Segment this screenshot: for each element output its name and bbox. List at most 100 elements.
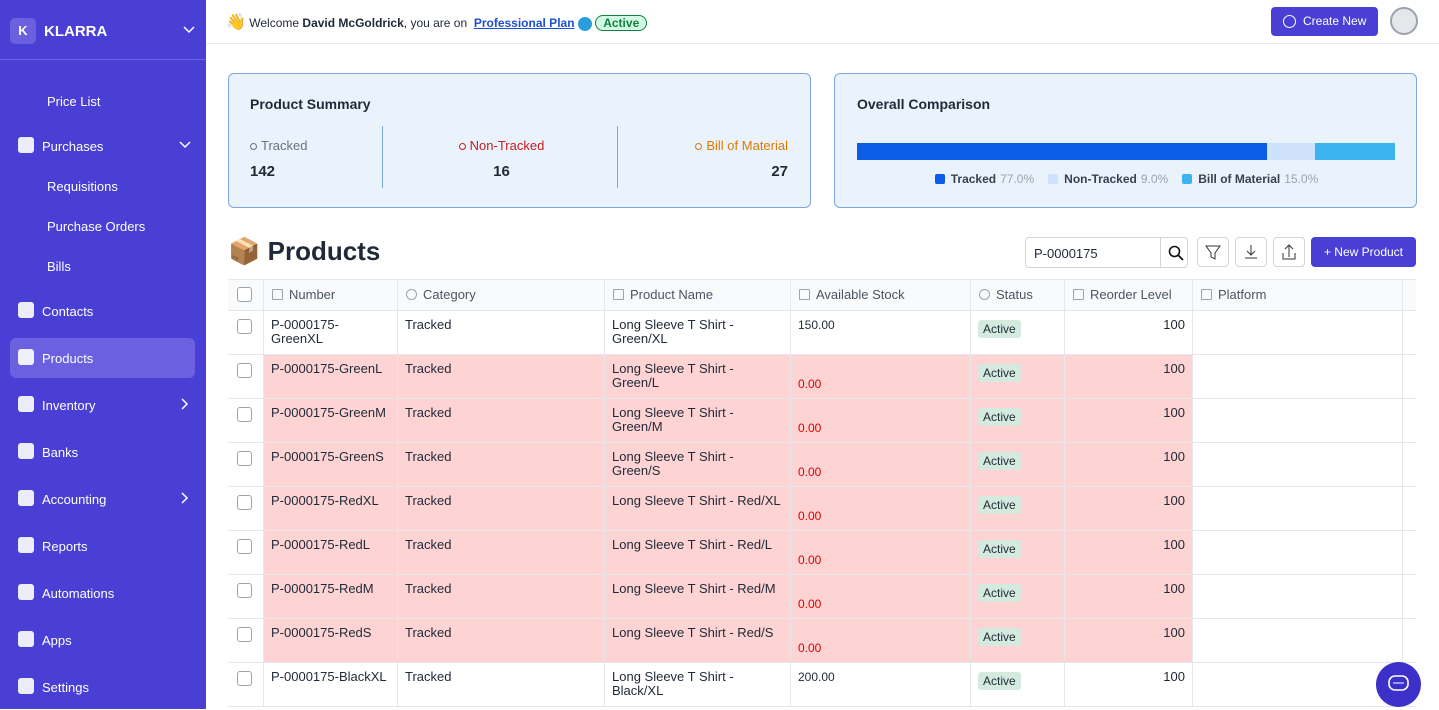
cell bbox=[228, 311, 264, 354]
checkbox[interactable] bbox=[237, 495, 252, 510]
column-header[interactable]: Available Stock bbox=[791, 280, 971, 311]
status-badge: Active bbox=[978, 452, 1021, 470]
search-icon[interactable] bbox=[1168, 245, 1184, 261]
nav-item[interactable]: Settings bbox=[42, 680, 89, 695]
stat-label: Non-Tracked bbox=[384, 138, 619, 153]
number-value: P-0000175-GreenXL bbox=[271, 317, 339, 346]
search-box[interactable]: P-0000175 bbox=[1025, 237, 1188, 268]
cell bbox=[228, 487, 264, 530]
legend-name: Tracked bbox=[950, 172, 997, 186]
cell: 100 bbox=[1065, 311, 1193, 354]
nav-item[interactable]: Contacts bbox=[42, 304, 94, 319]
brand[interactable]: KLARRA bbox=[44, 23, 108, 40]
checkbox[interactable] bbox=[237, 287, 252, 302]
checkbox[interactable] bbox=[237, 363, 252, 378]
legend-value: 77.0% bbox=[1000, 172, 1035, 186]
column-label: Status bbox=[996, 287, 1033, 302]
cell: Active bbox=[971, 531, 1065, 574]
cell: P-0000175-GreenS bbox=[264, 443, 398, 486]
table-row: P-0000175-GreenXL Tracked Long Sleeve T Sh… bbox=[228, 311, 1416, 355]
number-value: P-0000175-GreenL bbox=[271, 361, 383, 376]
bar-segment bbox=[1315, 143, 1395, 160]
reorder-value: 100 bbox=[1163, 493, 1185, 508]
nav-icon bbox=[18, 396, 34, 412]
cell bbox=[1193, 619, 1403, 662]
nav-icon bbox=[18, 584, 34, 600]
stock-value: 0.00 bbox=[798, 509, 822, 523]
cell: Long Sleeve T Shirt - Red/S bbox=[605, 619, 791, 662]
category-value: Tracked bbox=[405, 581, 452, 596]
nav-subitem[interactable]: Bills bbox=[47, 259, 71, 274]
checkbox[interactable] bbox=[237, 671, 252, 686]
nav-item[interactable]: Inventory bbox=[42, 398, 96, 413]
nav-item[interactable]: Apps bbox=[42, 633, 72, 648]
checkbox[interactable] bbox=[237, 319, 252, 334]
name-value: Long Sleeve T Shirt - Green/S bbox=[612, 449, 734, 478]
column-label: Reorder Level bbox=[1090, 287, 1172, 302]
column-header[interactable]: Number bbox=[264, 280, 398, 311]
cell bbox=[1193, 311, 1403, 354]
import-button[interactable] bbox=[1235, 237, 1267, 267]
chat-button[interactable] bbox=[1376, 662, 1421, 707]
table-header: Number Category Product Name Available Stoc… bbox=[228, 280, 1416, 311]
nav-item[interactable]: Banks bbox=[42, 445, 79, 460]
new-product-button[interactable]: + New Product bbox=[1311, 237, 1416, 267]
comparison-card: Overall Comparison Tracked 77.0% Non-Track… bbox=[834, 73, 1417, 208]
create-new-button[interactable]: Create New bbox=[1271, 7, 1378, 36]
product-summary-card: Product Summary Tracked 142 Non-Tracked 16 B… bbox=[228, 73, 811, 208]
stock-value: 0.00 bbox=[798, 597, 822, 611]
avatar[interactable] bbox=[1390, 7, 1418, 35]
nav-icon bbox=[18, 349, 34, 365]
nav-item[interactable]: Reports bbox=[42, 539, 88, 554]
nav-item[interactable]: Automations bbox=[42, 586, 115, 601]
legend-value: 15.0% bbox=[1284, 172, 1319, 186]
nav-item[interactable]: Products bbox=[42, 351, 94, 366]
column-header[interactable]: Category bbox=[398, 280, 605, 311]
column-label: Platform bbox=[1218, 287, 1267, 302]
status-badge: Active bbox=[978, 320, 1021, 338]
stock-value: 0.00 bbox=[798, 421, 822, 435]
name-value: Long Sleeve T Shirt - Green/M bbox=[612, 405, 734, 434]
column-icon bbox=[799, 289, 810, 300]
checkbox[interactable] bbox=[237, 539, 252, 554]
cell bbox=[1193, 531, 1403, 574]
nav-subitem[interactable]: Purchase Orders bbox=[47, 219, 146, 234]
column-icon bbox=[613, 289, 624, 300]
legend: Tracked 77.0% Non-Tracked 9.0% Bill of Mater… bbox=[835, 172, 1418, 186]
column-header[interactable]: Reorder Level bbox=[1065, 280, 1193, 311]
nav-subitem[interactable]: Requisitions bbox=[47, 179, 118, 194]
cell: Tracked bbox=[398, 399, 605, 442]
divider bbox=[1160, 238, 1161, 267]
checkbox[interactable] bbox=[237, 407, 252, 422]
export-button[interactable] bbox=[1273, 237, 1305, 267]
reorder-value: 100 bbox=[1163, 669, 1185, 684]
cell: P-0000175-BlackXL bbox=[264, 663, 398, 706]
reorder-value: 100 bbox=[1163, 317, 1185, 332]
nav-item[interactable]: Purchases bbox=[42, 139, 104, 154]
table-row: P-0000175-GreenM Tracked Long Sleeve T Shi… bbox=[228, 399, 1416, 443]
plan-link[interactable]: Professional Plan bbox=[473, 16, 575, 30]
column-header[interactable]: Platform bbox=[1193, 280, 1403, 311]
stock-value: 0.00 bbox=[798, 553, 822, 567]
user-name: David McGoldrick bbox=[302, 16, 404, 30]
checkbox[interactable] bbox=[237, 627, 252, 642]
category-value: Tracked bbox=[405, 405, 452, 420]
filter-button[interactable] bbox=[1197, 237, 1229, 267]
cell: Long Sleeve T Shirt - Green/XL bbox=[605, 311, 791, 354]
column-header[interactable]: Status bbox=[971, 280, 1065, 311]
nav-subitem[interactable]: Price List bbox=[47, 94, 101, 109]
nav-icon bbox=[18, 302, 34, 318]
legend-swatch bbox=[1182, 174, 1193, 184]
search-input[interactable]: P-0000175 bbox=[1034, 246, 1098, 261]
checkbox[interactable] bbox=[237, 583, 252, 598]
cell: 200.00 bbox=[791, 663, 971, 706]
checkbox[interactable] bbox=[237, 451, 252, 466]
cell bbox=[1193, 575, 1403, 618]
table-row: P-0000175-RedXL Tracked Long Sleeve T Shir… bbox=[228, 487, 1416, 531]
cell bbox=[1403, 311, 1416, 354]
cell bbox=[228, 399, 264, 442]
column-header[interactable]: Product Name bbox=[605, 280, 791, 311]
nav-item[interactable]: Accounting bbox=[42, 492, 107, 507]
welcome-text: Welcome bbox=[249, 16, 300, 30]
table-row: P-0000175-RedM Tracked Long Sleeve T Shirt… bbox=[228, 575, 1416, 619]
